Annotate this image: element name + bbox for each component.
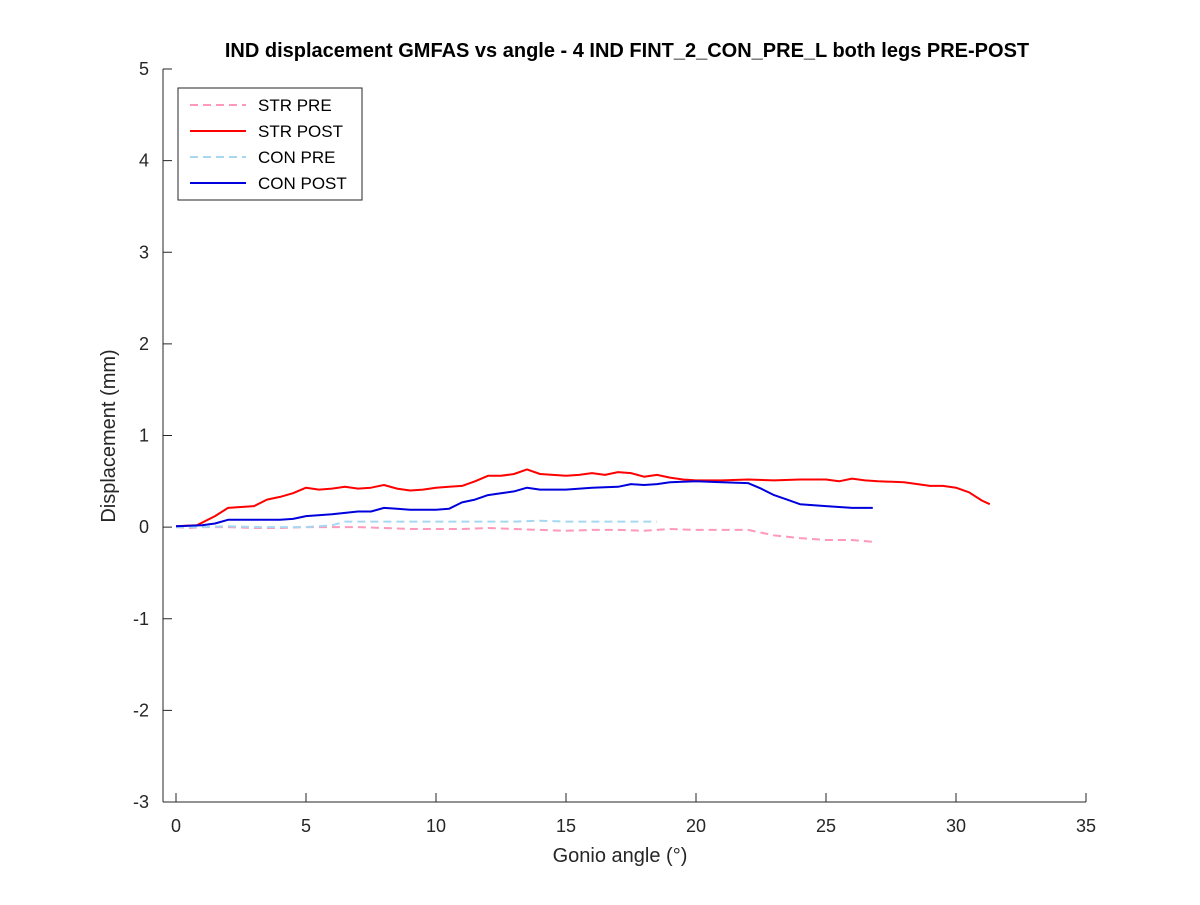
series-line-con-pre [176,519,657,529]
y-tick-label: 5 [139,59,149,79]
legend-label: CON PRE [258,148,335,167]
x-tick-label: 25 [816,816,836,836]
legend: STR PRE STR POST CON PRE CON POST [177,87,363,201]
legend-label: STR PRE [258,96,332,115]
y-axis-label: Displacement (mm) [98,349,120,522]
chart-title: IND displacement GMFAS vs angle - 4 IND … [225,40,1029,62]
x-tick-label: 30 [946,816,966,836]
y-tick-label: -3 [133,792,149,812]
y-tick-label: 3 [139,242,149,262]
legend-label: STR POST [258,122,343,141]
series-layer [175,468,991,543]
series-line-con-post [175,480,873,528]
x-tick-label: 20 [686,816,706,836]
y-tick-label: 2 [139,334,149,354]
x-tick-label: 10 [426,816,446,836]
y-tick-label: 4 [139,151,149,171]
legend-box [177,87,363,201]
series-line-str-post [175,468,991,528]
x-tick-label: 0 [171,816,181,836]
legend-label: CON POST [258,174,347,193]
y-tick-label: -2 [133,700,149,720]
x-tick-label: 15 [556,816,576,836]
y-tick-label: -1 [133,609,149,629]
x-axis-label: Gonio angle (°) [553,845,688,867]
plot-axes: 0 5 10 15 20 25 30 35 -3 -2 -1 0 1 2 3 4 5 [133,59,1096,836]
y-tick-label: 1 [139,426,149,446]
series-line-str-pre [175,526,873,543]
y-tick-label: 0 [139,517,149,537]
x-tick-label: 35 [1076,816,1096,836]
x-tick-label: 5 [301,816,311,836]
